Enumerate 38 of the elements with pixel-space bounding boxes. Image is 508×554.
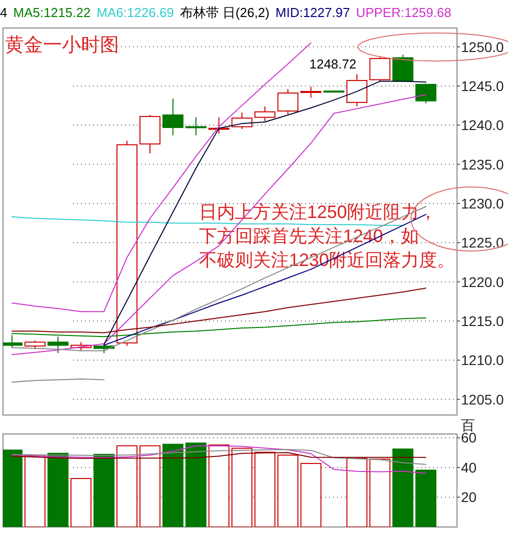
y-tick-label: 1250.0 bbox=[461, 38, 504, 55]
bar bbox=[346, 458, 368, 527]
bar bbox=[231, 448, 252, 527]
y-tick-label: 1220.0 bbox=[461, 274, 504, 290]
legend: 4 MA5:1215.22 MA6:1226.69 布林带 日(26,2) MID:1227.97 UPPER:1259.68 bbox=[0, 5, 452, 20]
bar bbox=[300, 462, 322, 527]
annotation: 不破则关注1230附近回落力度。 bbox=[199, 250, 456, 270]
bar bbox=[369, 458, 390, 527]
bar bbox=[162, 444, 184, 527]
bar bbox=[24, 454, 46, 527]
bar bbox=[47, 452, 68, 527]
bar bbox=[139, 445, 160, 527]
y-tick-label: 20 bbox=[461, 489, 477, 506]
line-series bbox=[12, 288, 426, 334]
y-tick-label: 1210.0 bbox=[461, 352, 504, 368]
bar bbox=[208, 444, 230, 527]
y-tick-label: 1245.0 bbox=[461, 78, 504, 94]
y-tick-label: 1235.0 bbox=[461, 156, 504, 172]
line-series bbox=[12, 317, 426, 338]
y-tick-label: 40 bbox=[461, 459, 477, 476]
bar bbox=[277, 454, 298, 527]
y-tick-label: 1205.0 bbox=[461, 391, 504, 408]
bar bbox=[254, 452, 276, 527]
annotation: 1248.72 bbox=[309, 56, 356, 72]
bar bbox=[185, 442, 206, 527]
y-tick-label: 1230.0 bbox=[461, 195, 504, 212]
bar bbox=[116, 445, 138, 527]
y-axis-title: 百 bbox=[461, 417, 475, 433]
line-series bbox=[12, 445, 426, 474]
y-tick-label: 1215.0 bbox=[461, 312, 504, 329]
y-tick-label: 1240.0 bbox=[461, 117, 504, 134]
bar bbox=[70, 478, 92, 527]
bar bbox=[415, 470, 436, 527]
y-tick-label: 1225.0 bbox=[461, 234, 504, 251]
bar bbox=[93, 454, 114, 527]
line-series bbox=[12, 448, 426, 465]
bar bbox=[392, 448, 414, 527]
chart-title: 黄金一小时图 bbox=[5, 35, 119, 56]
